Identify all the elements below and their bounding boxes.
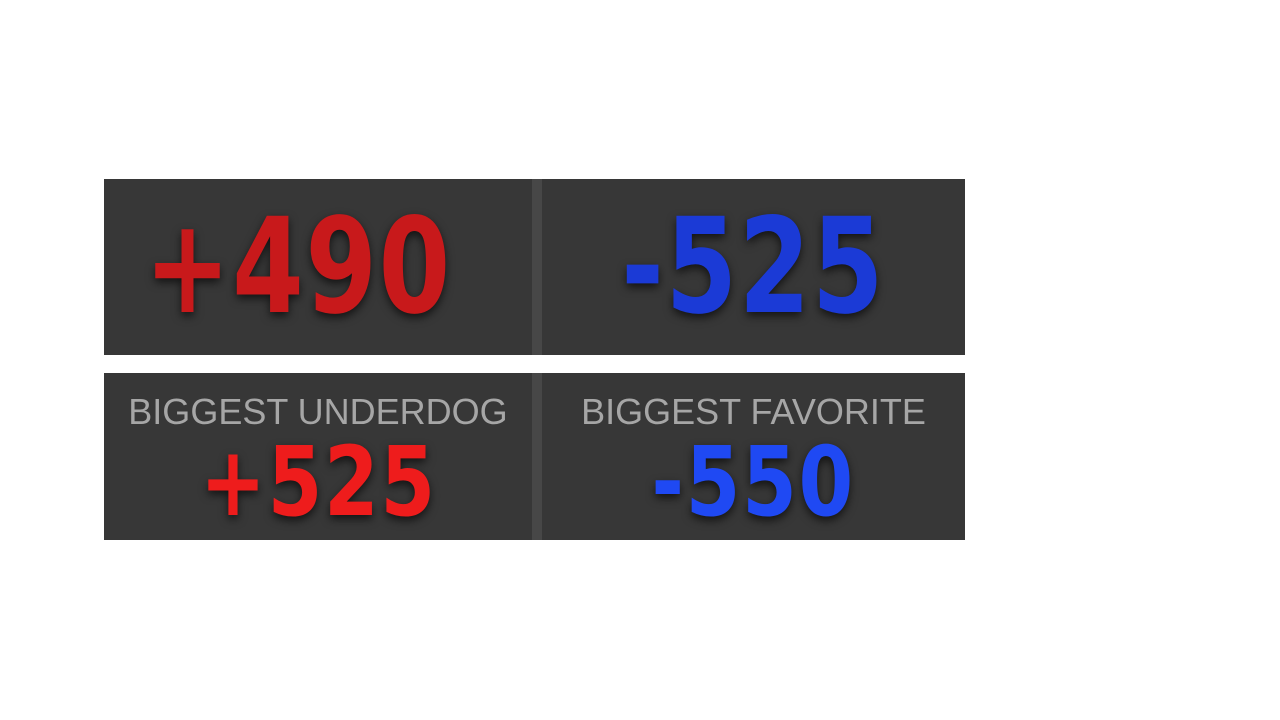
underdog-current-cell: +490	[104, 179, 532, 355]
biggest-favorite-cell: BIGGEST FAVORITE -550	[542, 373, 965, 540]
biggest-underdog-cell: BIGGEST UNDERDOG +525	[104, 373, 532, 540]
favorite-current-cell: -525	[542, 179, 965, 355]
current-odds-panel: +490 -525	[104, 179, 965, 355]
panel-divider	[532, 179, 542, 355]
biggest-favorite-label: BIGGEST FAVORITE	[581, 390, 926, 432]
extreme-odds-panel: BIGGEST UNDERDOG +525 BIGGEST FAVORITE -…	[104, 373, 965, 540]
panel-divider	[532, 373, 542, 540]
favorite-current-odds: -525	[621, 190, 886, 344]
underdog-current-odds: +490	[144, 190, 452, 344]
biggest-underdog-odds: +525	[199, 425, 437, 538]
biggest-underdog-label: BIGGEST UNDERDOG	[128, 390, 508, 432]
biggest-favorite-odds: -550	[651, 425, 856, 538]
